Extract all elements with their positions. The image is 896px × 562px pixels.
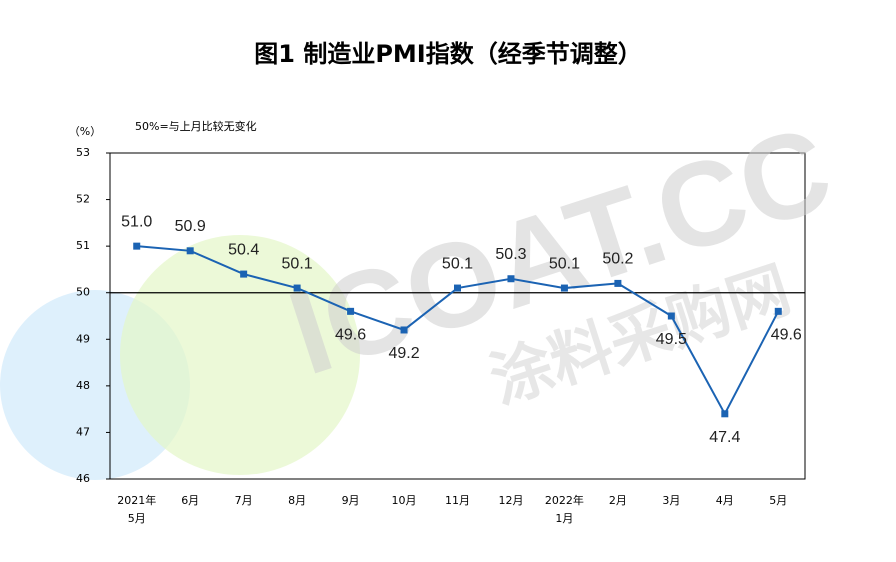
- y-tick-label: 49: [76, 332, 90, 345]
- value-label: 49.5: [656, 331, 687, 348]
- value-label: 50.1: [549, 255, 580, 272]
- y-tick-label: 47: [76, 425, 90, 438]
- x-tick-label: 10月: [392, 494, 417, 507]
- data-point: [614, 279, 622, 287]
- y-tick-label: 51: [76, 239, 90, 252]
- annotation: 50%=与上月比较无变化: [135, 119, 257, 133]
- value-label: 49.6: [771, 327, 802, 344]
- value-label: 50.1: [442, 255, 473, 272]
- data-point: [186, 247, 194, 255]
- x-tick-label: 5月: [769, 494, 787, 507]
- y-tick-label: 52: [76, 193, 90, 206]
- x-tick-label: 4月: [716, 494, 734, 507]
- x-tick-label: 11月: [445, 494, 470, 507]
- value-label: 50.9: [175, 218, 206, 235]
- data-point: [507, 275, 515, 283]
- y-axis-label: （%）: [69, 125, 101, 138]
- value-label: 47.4: [709, 429, 740, 446]
- y-tick-label: 48: [76, 379, 90, 392]
- x-tick-label: 6月: [181, 494, 199, 507]
- y-tick-label: 46: [76, 472, 90, 485]
- data-point: [293, 284, 301, 292]
- value-label: 49.6: [335, 327, 366, 344]
- x-tick-label: 7月: [235, 494, 253, 507]
- value-label: 50.3: [495, 246, 526, 263]
- value-label: 49.2: [388, 345, 419, 362]
- value-label: 50.1: [282, 255, 313, 272]
- value-label: 50.4: [228, 241, 259, 258]
- value-label: 50.2: [602, 251, 633, 268]
- x-tick-label: 2月: [609, 494, 627, 507]
- x-tick-label: 3月: [662, 494, 680, 507]
- plot-frame: [109, 152, 806, 480]
- data-point: [721, 410, 729, 418]
- data-point: [667, 312, 675, 320]
- data-point: [774, 307, 782, 315]
- decor-circle: [120, 235, 360, 475]
- data-point: [240, 270, 248, 278]
- data-point: [400, 326, 408, 334]
- x-tick-label: 2021年 5月: [117, 493, 156, 525]
- x-tick-label: 9月: [342, 494, 360, 507]
- x-tick-label: 8月: [288, 494, 306, 507]
- data-point: [454, 284, 461, 292]
- chart-title: 图1 制造业PMI指数（经季节调整）: [254, 40, 641, 68]
- y-tick-label: 53: [76, 146, 90, 159]
- data-point: [560, 284, 568, 292]
- x-tick-label: 2022年 1月: [545, 493, 584, 525]
- y-tick-label: 50: [76, 286, 90, 299]
- x-tick-label: 12月: [498, 494, 523, 507]
- data-point: [133, 242, 141, 250]
- value-label: 51.0: [121, 213, 152, 230]
- data-point: [347, 307, 355, 315]
